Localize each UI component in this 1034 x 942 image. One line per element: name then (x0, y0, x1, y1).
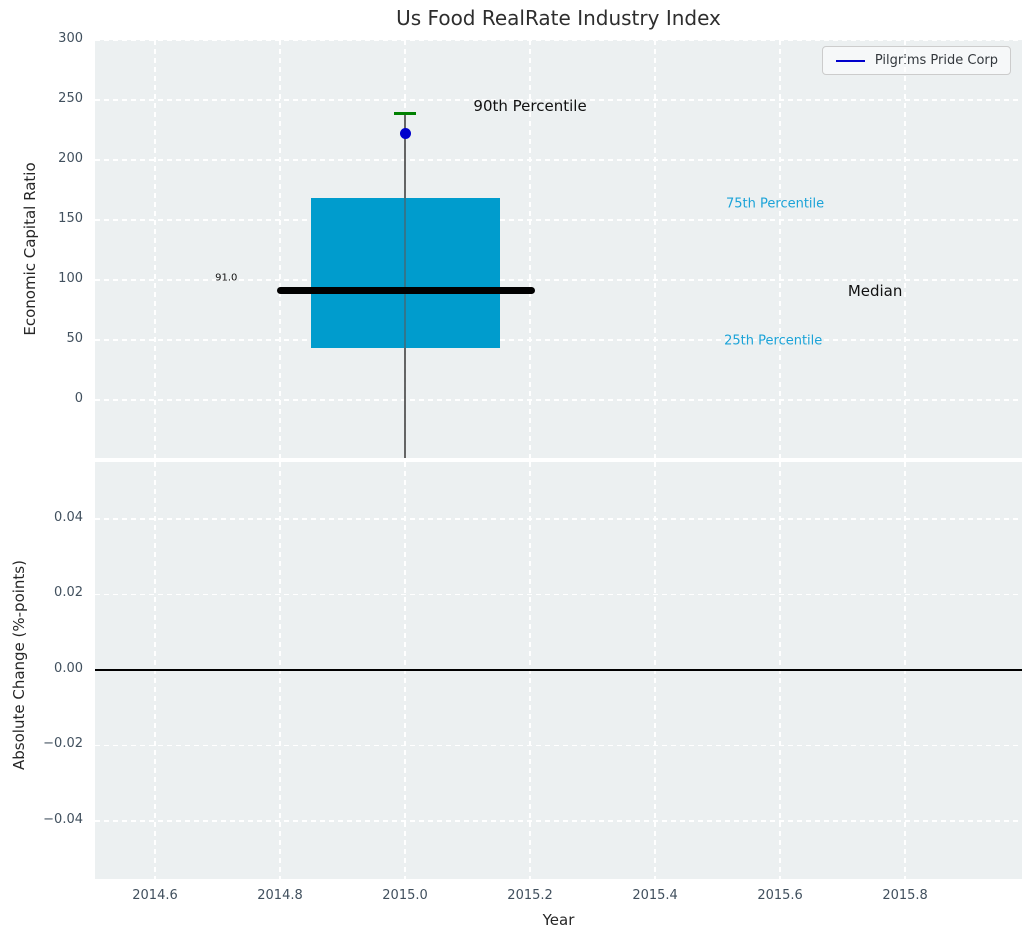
bottom-axes (95, 462, 1022, 879)
gridline (95, 279, 1022, 281)
y-tick-label: 200 (58, 151, 83, 166)
legend-line-swatch (835, 59, 865, 62)
annotation-75th-percentile: 75th Percentile (726, 196, 825, 212)
gridline (95, 744, 1022, 747)
annotation-90th-percentile: 90th Percentile (473, 97, 587, 115)
gridline (779, 40, 781, 458)
y-tick-label: 250 (58, 91, 83, 106)
legend[interactable]: Pilgrims Pride Corp (821, 46, 1011, 75)
gridline (95, 820, 1022, 822)
gridline (654, 40, 656, 458)
annotation-median: Median (847, 281, 903, 300)
y-tick-label: 0.04 (54, 509, 83, 525)
gridline (154, 40, 156, 458)
whisker-cap (393, 111, 417, 115)
y-tick-label: 300 (58, 31, 83, 46)
y-tick-label: 100 (58, 271, 83, 287)
y-tick-label: −0.02 (43, 736, 83, 752)
y-tick-label: 50 (66, 331, 83, 347)
company-point (399, 128, 411, 140)
gridline (95, 159, 1022, 161)
y-tick-label: 0 (74, 391, 83, 407)
x-tick-label: 2014.8 (257, 888, 303, 903)
x-tick-label: 2015.0 (382, 888, 428, 903)
y-tick-label: 150 (58, 211, 83, 227)
x-tick-label: 2014.6 (132, 888, 178, 903)
zero-line (95, 668, 1022, 671)
x-axis-label: Year (542, 911, 575, 929)
x-tick-label: 2015.2 (507, 888, 553, 903)
gridline (279, 40, 281, 458)
gridline (95, 339, 1022, 341)
gridline (95, 593, 1022, 596)
top-axes: Pilgrims Pride Corp 90th Percentile 75th … (95, 40, 1022, 458)
y-tick-label: 0.00 (54, 660, 83, 676)
annotation-91-0: 91.0 (215, 272, 238, 284)
median-line (276, 287, 536, 295)
x-tick-label: 2015.6 (757, 888, 803, 903)
legend-label: Pilgrims Pride Corp (874, 53, 998, 68)
whisker-line-inner (404, 113, 406, 458)
chart-title: Us Food RealRate Industry Index (396, 6, 721, 30)
gridline (904, 40, 906, 458)
gridline (95, 99, 1022, 101)
gridline (95, 518, 1022, 520)
x-tick-label: 2015.8 (882, 888, 928, 903)
gridline (529, 40, 531, 458)
top-y-axis-label: Economic Capital Ratio (21, 162, 39, 336)
y-tick-label: −0.04 (43, 811, 83, 827)
x-tick-label: 2015.4 (632, 888, 678, 903)
y-tick-label: 0.02 (54, 585, 83, 601)
gridline (95, 40, 1022, 41)
gridline (95, 399, 1022, 401)
gridline (95, 219, 1022, 221)
annotation-25th-percentile: 25th Percentile (724, 333, 823, 349)
